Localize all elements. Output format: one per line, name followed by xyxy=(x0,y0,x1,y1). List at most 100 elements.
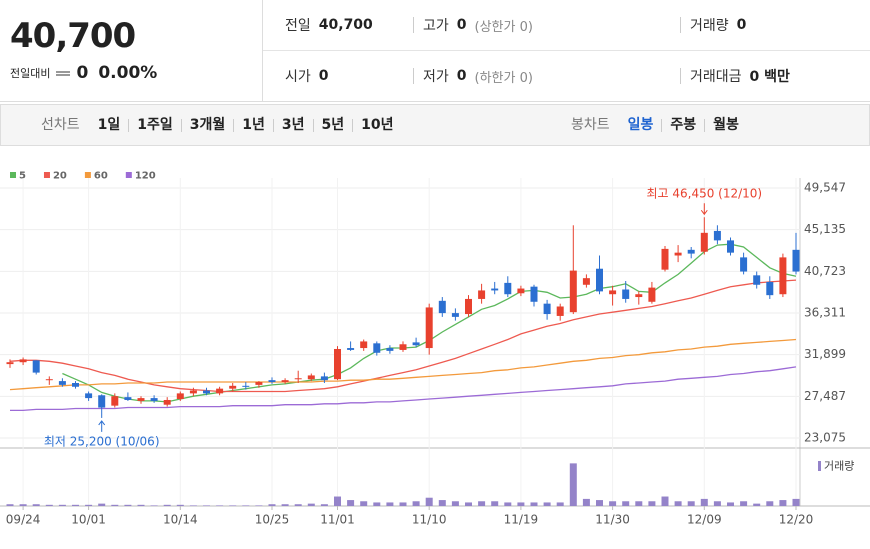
tab[interactable]: 일봉 xyxy=(627,116,654,133)
candle-body xyxy=(386,348,394,351)
tab[interactable]: 1주일 xyxy=(128,118,181,132)
candle-body xyxy=(111,396,119,406)
volume-bar xyxy=(596,500,603,506)
price-box: 40,700 전일대비 0 0.00% xyxy=(0,0,263,101)
volume-bar xyxy=(661,496,669,506)
volume-bar xyxy=(85,504,93,506)
candle-body xyxy=(700,232,708,252)
volume-bar xyxy=(556,502,564,506)
info-label: 전일 xyxy=(285,18,311,34)
volume-bar xyxy=(189,505,197,506)
tab-group-label: 선차트 xyxy=(41,116,80,133)
min-arrow xyxy=(98,420,106,432)
candle-body xyxy=(766,281,774,296)
volume-bar xyxy=(307,503,315,506)
volume-bar xyxy=(451,501,459,506)
tab[interactable]: 3년 xyxy=(272,118,313,132)
candle-body xyxy=(85,393,93,399)
y-tick-label: 23,075 xyxy=(804,431,846,445)
volume-bar xyxy=(622,501,630,506)
y-tick-label: 49,547 xyxy=(804,181,846,195)
legend-label: 5 xyxy=(19,171,26,182)
volume-bar xyxy=(399,502,407,506)
volume-bar xyxy=(58,504,66,506)
info-note: (상한가 0) xyxy=(474,19,533,35)
y-tick-label: 45,135 xyxy=(804,222,846,236)
tab-group-label: 봉차트 xyxy=(571,116,610,133)
volume-bar xyxy=(425,497,433,506)
candle-body xyxy=(189,390,197,394)
legend-label: 60 xyxy=(94,171,108,182)
candle-body xyxy=(347,348,355,350)
candle-body xyxy=(150,398,158,401)
volume-bar xyxy=(320,504,328,506)
change-rate: 0.00% xyxy=(98,63,158,83)
info-label: 저가 xyxy=(423,69,449,85)
volume-bar xyxy=(648,501,656,506)
info-cell: 시가 0 xyxy=(285,51,329,101)
candle-body xyxy=(451,313,459,317)
volume-bar xyxy=(32,504,40,506)
x-tick-label: 10/25 xyxy=(255,513,290,527)
legend-swatch xyxy=(84,172,91,178)
x-tick-label: 11/01 xyxy=(320,513,355,527)
price: 40,700 xyxy=(10,16,136,56)
volume-bar xyxy=(45,504,53,506)
info-label: 고가 xyxy=(423,18,449,34)
volume-bar xyxy=(412,501,420,506)
info-value: 0 xyxy=(456,68,467,84)
legend-swatch xyxy=(43,172,50,178)
volume-bar xyxy=(294,504,302,506)
candle-body xyxy=(491,288,499,291)
candle-body xyxy=(203,390,210,394)
info-label: 시가 xyxy=(285,69,311,85)
tab[interactable]: 1일 xyxy=(97,116,121,133)
volume-bar xyxy=(635,501,643,506)
candle-body xyxy=(425,307,433,349)
candle-body xyxy=(176,393,184,400)
candle-body xyxy=(163,399,171,405)
tab[interactable]: 주봉 xyxy=(661,118,704,132)
change: 전일대비 0 0.00% xyxy=(10,63,157,83)
volume-bar xyxy=(491,501,499,506)
tab[interactable]: 1년 xyxy=(233,118,273,132)
x-tick-label: 12/09 xyxy=(687,513,722,527)
tab[interactable]: 3개월 xyxy=(180,118,234,132)
candle-body xyxy=(713,230,721,241)
volume-bar xyxy=(779,500,787,506)
info-cell: 저가 0 (하한가 0) xyxy=(423,51,533,101)
volume-bar xyxy=(111,504,119,506)
candle-body xyxy=(45,379,53,381)
volume-bar xyxy=(268,504,276,506)
info-value: 0 xyxy=(318,68,329,84)
volume-bar xyxy=(72,504,79,506)
candle-body xyxy=(294,378,302,380)
candle-body xyxy=(124,397,132,400)
ma-line xyxy=(9,338,797,391)
volume-bar xyxy=(386,502,394,506)
candle-body xyxy=(373,343,381,353)
candle-body xyxy=(648,287,656,302)
candle-body xyxy=(412,342,420,346)
legend-swatch xyxy=(10,172,16,178)
candle-body xyxy=(255,382,263,385)
volume-bar xyxy=(176,504,184,506)
volume-bar xyxy=(229,505,237,506)
candle-body xyxy=(307,375,315,380)
volume-bar xyxy=(255,505,263,506)
volume-bar xyxy=(98,503,106,506)
tab[interactable]: 10년 xyxy=(352,118,401,132)
change-label: 전일대비 xyxy=(10,67,51,80)
candle-body xyxy=(779,257,787,295)
info-value: 0 백만 xyxy=(749,69,790,85)
volume-bar xyxy=(216,505,224,506)
volume-bar xyxy=(281,504,289,506)
volume-legend-swatch xyxy=(818,461,821,471)
x-tick-label: 10/01 xyxy=(71,513,106,527)
volume-bar xyxy=(242,505,250,506)
volume-bar xyxy=(674,501,682,506)
tab[interactable]: 5년 xyxy=(312,118,353,132)
volume-bar xyxy=(569,463,577,506)
tab[interactable]: 월봉 xyxy=(704,118,747,132)
candle-body xyxy=(530,286,538,302)
